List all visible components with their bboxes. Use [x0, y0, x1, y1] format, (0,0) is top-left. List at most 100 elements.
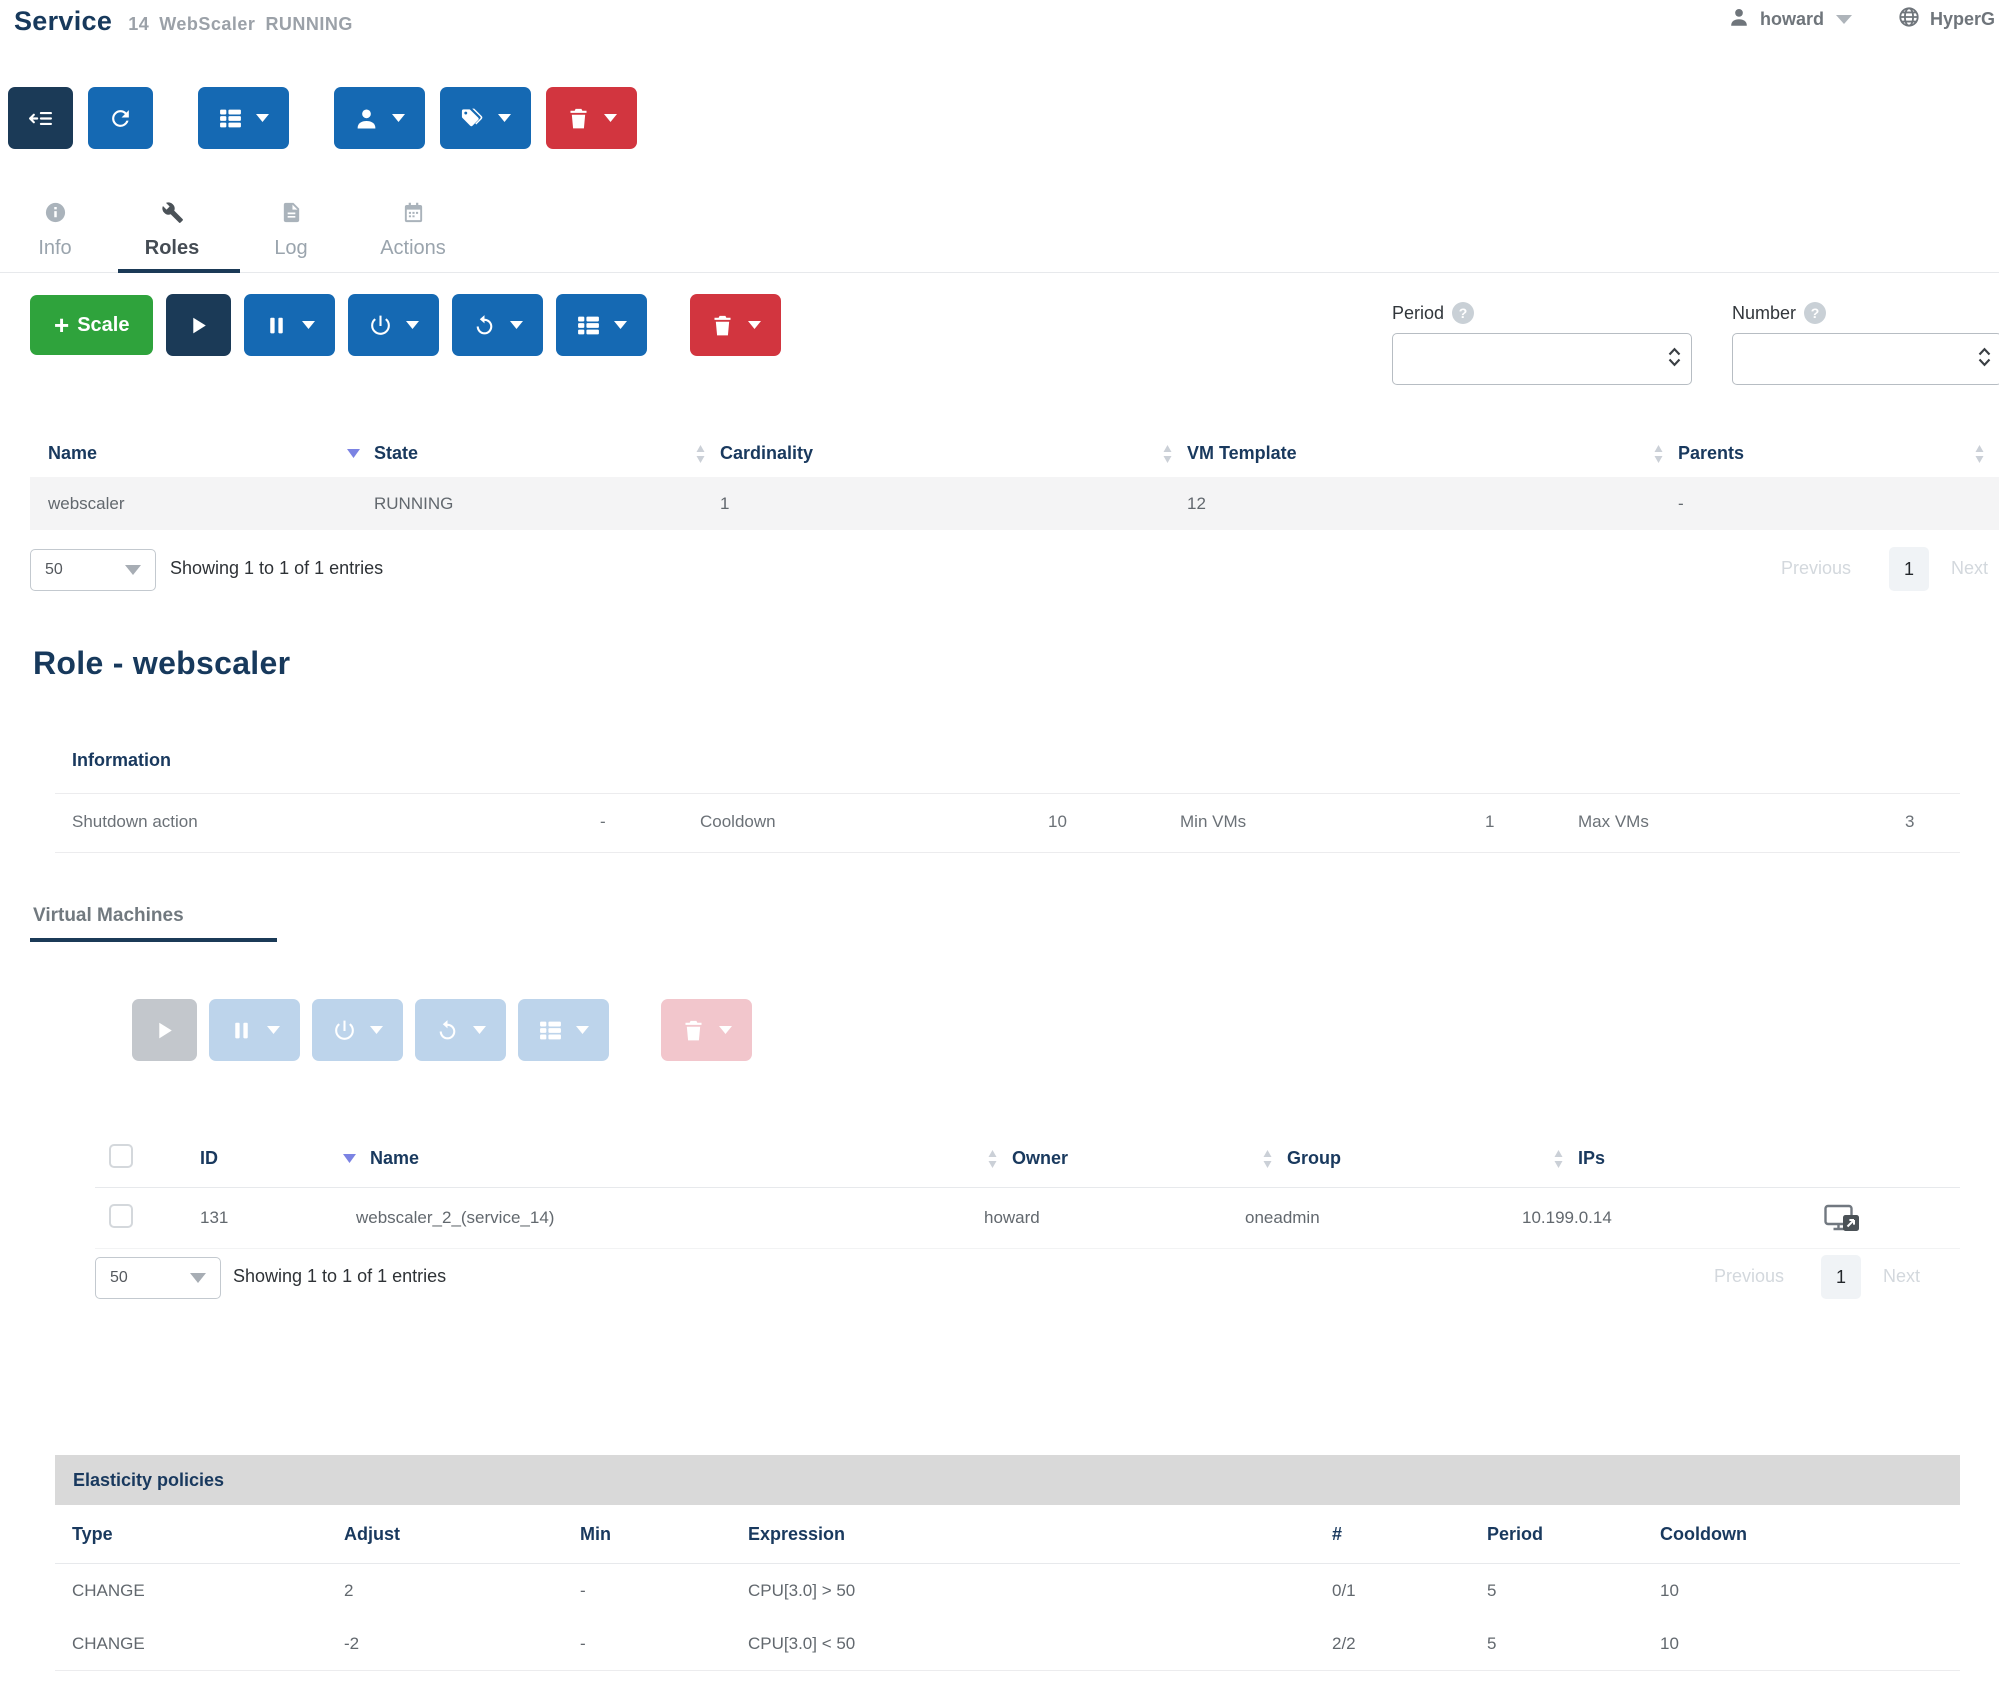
role-detail-heading: Role - webscaler [33, 645, 291, 681]
column-header-cardinality[interactable]: Cardinality [720, 443, 1187, 464]
page-size-select[interactable]: 50 [95, 1257, 221, 1299]
table-row[interactable]: webscaler RUNNING 1 12 - [30, 477, 1999, 530]
column-header-parents[interactable]: Parents [1678, 443, 1999, 464]
column-header-min: Min [580, 1523, 611, 1544]
chevron-down-icon[interactable] [1836, 15, 1853, 24]
vm-actions-button [518, 999, 609, 1061]
page-size-select[interactable]: 50 [30, 549, 156, 591]
previous-page-button[interactable]: Previous [1714, 1266, 1785, 1286]
play-icon [152, 1018, 177, 1043]
sort-desc-icon [343, 1154, 356, 1163]
column-label: IPs [1578, 1148, 1606, 1168]
policy-cooldown: 10 [1660, 1580, 1679, 1600]
table-row: CHANGE -2 - CPU[3.0] < 50 2/2 5 10 [55, 1617, 1960, 1671]
column-label: State [374, 443, 419, 463]
column-header-ips[interactable]: IPs [1578, 1148, 1960, 1169]
user-icon [354, 106, 379, 131]
tags-icon [460, 106, 485, 131]
cooldown-value: 10 [1048, 812, 1067, 831]
column-header-id[interactable]: ID [200, 1148, 370, 1169]
tab-info-label: Info [38, 237, 72, 259]
page-number-button[interactable]: 1 [1821, 1255, 1861, 1299]
info-icon [44, 201, 67, 230]
chevron-down-icon [190, 1273, 206, 1283]
ownership-button[interactable] [334, 87, 425, 149]
play-role-button[interactable] [166, 294, 232, 356]
spinner-icon[interactable] [1668, 347, 1681, 372]
username-menu[interactable]: howard [1760, 9, 1825, 29]
column-header-name[interactable]: Name [370, 1148, 1012, 1169]
column-label: VM Template [1187, 443, 1297, 463]
column-header-cooldown: Cooldown [1660, 1523, 1747, 1544]
tab-virtual-machines[interactable]: Virtual Machines [33, 905, 184, 926]
service-name: WebScaler [159, 14, 256, 34]
view-mode-button[interactable] [198, 87, 289, 149]
number-input[interactable] [1733, 348, 1978, 370]
row-checkbox-cell [95, 1203, 200, 1233]
period-label-text: Period [1392, 302, 1445, 323]
calendar-icon [402, 201, 425, 230]
sort-icon [987, 1149, 998, 1168]
sort-icon [695, 444, 706, 463]
policy-adjust: -2 [344, 1633, 360, 1653]
select-all-checkbox[interactable] [109, 1144, 133, 1168]
max-vms-value: 3 [1905, 812, 1915, 831]
tab-info[interactable]: Info [12, 192, 98, 272]
console-icon[interactable] [1824, 1204, 1860, 1232]
column-header-group[interactable]: Group [1287, 1148, 1578, 1169]
labels-button[interactable] [440, 87, 531, 149]
help-icon[interactable]: ? [1804, 302, 1827, 324]
suspend-role-button[interactable] [244, 294, 336, 356]
elasticity-table-header: Type Adjust Min Expression # Period Cool… [55, 1505, 1960, 1564]
period-input[interactable] [1393, 348, 1668, 370]
delete-vm-button [661, 999, 752, 1061]
table-icon [576, 313, 601, 338]
vms-table: ID Name Owner Group IPs 131 webscaler_2_… [95, 1130, 1960, 1249]
column-header-owner[interactable]: Owner [1012, 1148, 1287, 1169]
column-header-vm-template[interactable]: VM Template [1187, 443, 1678, 464]
page-number-button[interactable]: 1 [1889, 547, 1929, 591]
vm-group-cell: oneadmin [1245, 1208, 1320, 1227]
plus-icon: + [54, 310, 70, 340]
showing-entries-text: Showing 1 to 1 of 1 entries [170, 558, 384, 578]
refresh-button[interactable] [88, 87, 153, 149]
column-header-name[interactable]: Name [30, 443, 374, 464]
delete-service-button[interactable] [546, 87, 637, 149]
delete-role-button[interactable] [690, 294, 782, 356]
file-icon [280, 201, 303, 230]
help-icon[interactable]: ? [1452, 302, 1475, 324]
power-icon [332, 1018, 357, 1043]
pause-icon [229, 1018, 254, 1043]
vm-ips-cell: 10.199.0.14 [1522, 1204, 1960, 1232]
chevron-down-icon [576, 1026, 589, 1034]
refresh-icon [108, 106, 133, 131]
vm-actions-role-button[interactable] [556, 294, 648, 356]
tab-roles[interactable]: Roles [114, 192, 230, 272]
column-label: Group [1287, 1148, 1341, 1168]
max-vms-label: Max VMs [1578, 812, 1649, 831]
next-page-button[interactable]: Next [1883, 1266, 1921, 1286]
divider [55, 793, 1960, 794]
row-checkbox[interactable] [109, 1203, 133, 1228]
chevron-down-icon [406, 321, 420, 329]
tab-log[interactable]: Log [248, 192, 334, 272]
previous-page-button[interactable]: Previous [1781, 558, 1852, 578]
roles-table-header: Name State Cardinality VM Template Paren… [30, 430, 1999, 477]
spinner-icon[interactable] [1978, 347, 1991, 372]
chevron-down-icon [302, 321, 316, 329]
service-tabs: Info Roles Log Actions [0, 192, 1999, 273]
reboot-role-button[interactable] [452, 294, 544, 356]
back-to-list-button[interactable] [8, 87, 73, 149]
scale-button[interactable]: + Scale [30, 295, 154, 355]
next-page-button[interactable]: Next [1951, 558, 1989, 578]
vm-name-cell: webscaler_2_(service_14) [356, 1208, 555, 1227]
column-header-state[interactable]: State [374, 443, 720, 464]
table-row[interactable]: 131 webscaler_2_(service_14) howard onea… [95, 1188, 1960, 1249]
zone-menu[interactable]: HyperG [1930, 9, 1996, 29]
vms-toolbar-disabled [132, 999, 764, 1061]
page-header: Service 14 WebScaler RUNNING [14, 6, 353, 37]
poweroff-role-button[interactable] [348, 294, 440, 356]
tab-actions[interactable]: Actions [350, 192, 476, 272]
page-title: Service [14, 6, 113, 36]
header-user-zone: howard HyperG [1728, 6, 1995, 33]
